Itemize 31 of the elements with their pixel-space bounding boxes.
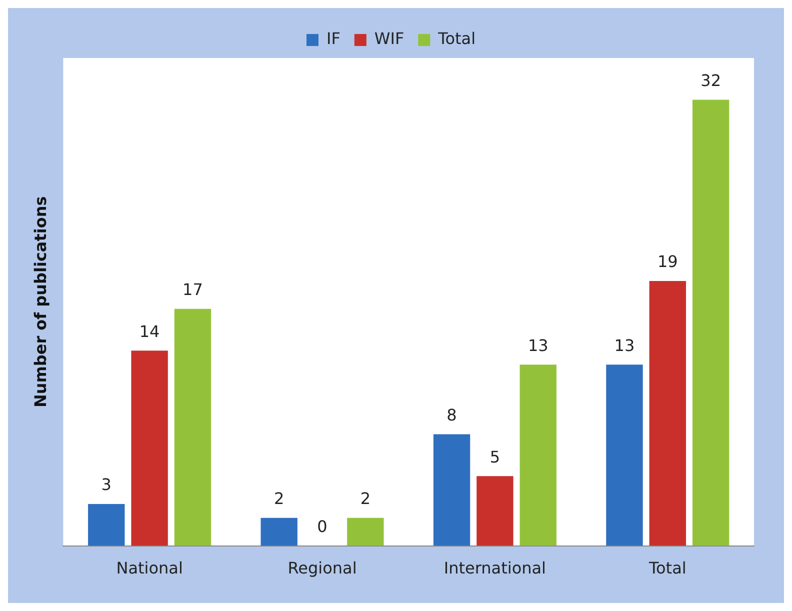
x-tick-label: Total [648, 558, 686, 578]
data-label: 3 [101, 475, 112, 494]
bar [260, 518, 298, 546]
data-label: 8 [446, 405, 457, 424]
data-label: 2 [360, 489, 371, 508]
legend-label: Total [437, 29, 476, 48]
data-label: 19 [657, 252, 678, 272]
x-tick-label: Regional [288, 558, 357, 578]
x-tick-label: National [116, 558, 183, 578]
data-label: 13 [528, 336, 548, 355]
bar [649, 280, 686, 546]
bar [692, 100, 730, 546]
bar [131, 350, 168, 546]
y-axis-title: Number of publications [30, 196, 50, 408]
x-tick-label: International [444, 558, 546, 578]
bar [476, 476, 514, 546]
data-label: 2 [274, 489, 284, 508]
legend-label: WIF [374, 29, 404, 48]
data-label: 5 [490, 447, 500, 466]
legend-label: IF [326, 29, 340, 48]
data-label: 13 [614, 336, 635, 355]
bar [606, 364, 643, 546]
bar [88, 504, 125, 546]
data-label: 0 [317, 516, 328, 536]
bar [433, 434, 470, 546]
bar [174, 308, 212, 546]
data-label: 17 [182, 280, 203, 300]
bar [347, 518, 384, 546]
data-label: 14 [139, 322, 160, 341]
bar [520, 364, 556, 546]
data-label: 32 [700, 70, 722, 90]
